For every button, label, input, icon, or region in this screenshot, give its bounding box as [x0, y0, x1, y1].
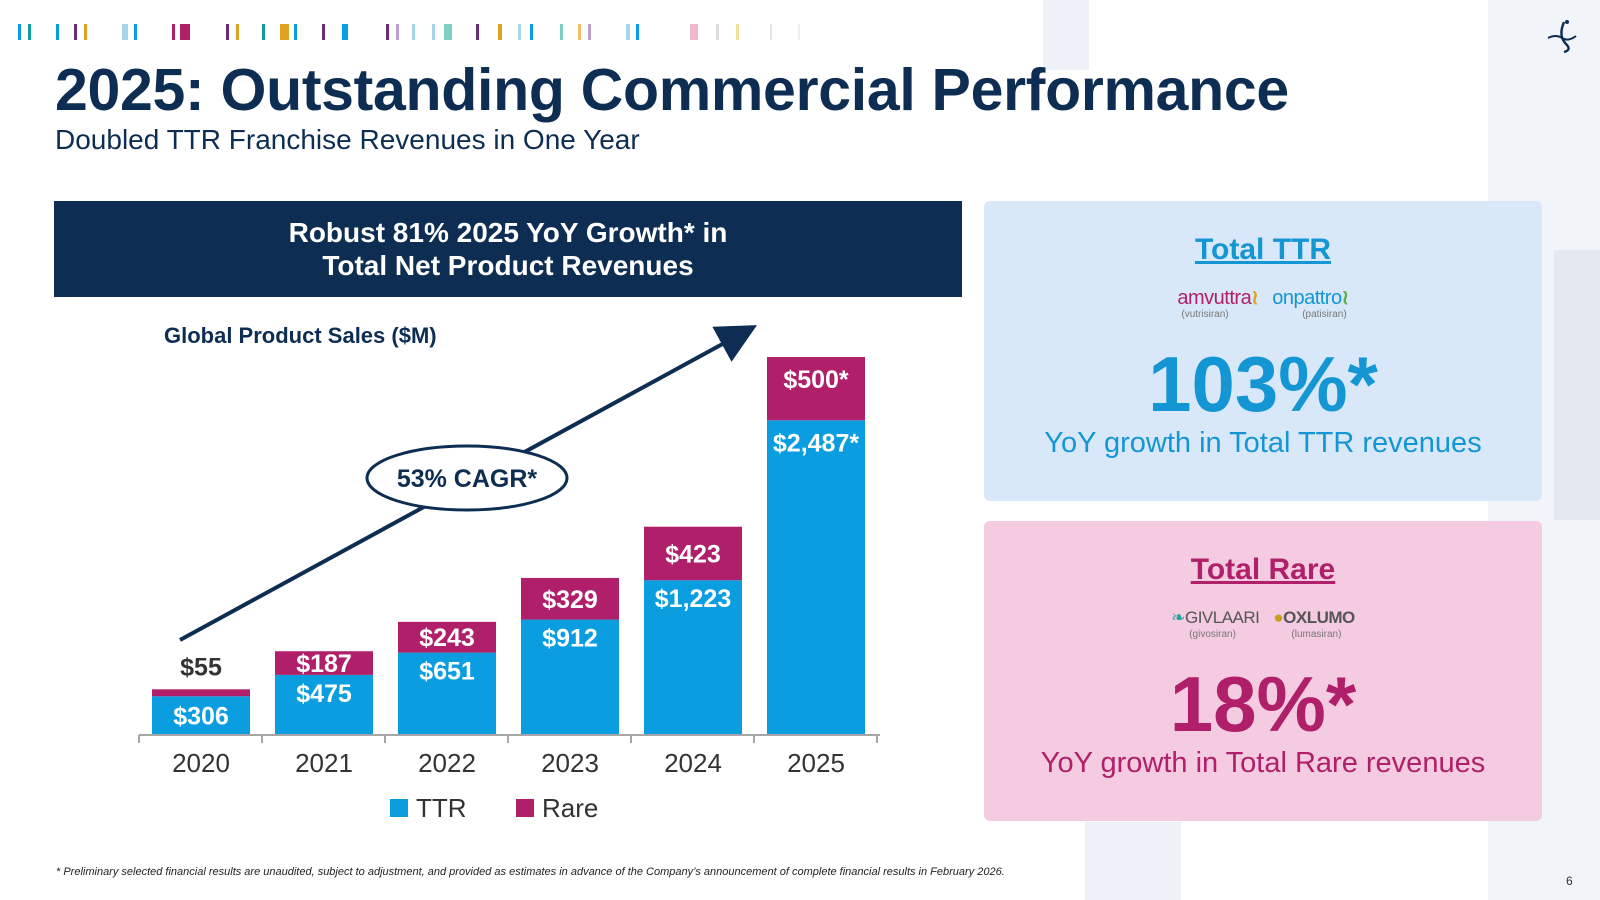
ttr-brand-logos: amvuttra≀ (vutrisiran) onpattro≀ (patisi… — [984, 287, 1542, 320]
ttr-growth-description: YoY growth in Total TTR revenues — [1044, 427, 1482, 459]
bar-label-rare-2022: $243 — [419, 624, 475, 652]
page-number: 6 — [1566, 874, 1573, 888]
orb-icon: ● — [1273, 608, 1284, 627]
legend-label-rare: Rare — [542, 793, 598, 823]
chart-banner-line-1: Robust 81% 2025 YoY Growth* in — [288, 217, 728, 248]
company-logo — [1547, 20, 1577, 54]
dna-icon: ≀ — [1251, 287, 1259, 309]
brand-generic-givosiran: (givosiran) — [1189, 629, 1236, 640]
x-tick-label-2022: 2022 — [418, 748, 476, 778]
chart-banner: Robust 81% 2025 YoY Growth* in Total Net… — [54, 201, 962, 297]
rare-panel-title: Total Rare — [1190, 553, 1336, 586]
bar-label-rare-2021: $187 — [296, 650, 352, 678]
ttr-growth-value: 103%* — [1148, 340, 1378, 428]
bar-label-ttr-2024: $1,223 — [655, 585, 731, 613]
page-title: 2025: Outstanding Commercial Performance — [55, 57, 1289, 123]
bar-rare-2024 — [644, 526, 742, 581]
rare-growth-description: YoY growth in Total Rare revenues — [1040, 747, 1486, 779]
stacked-bar-chart: Global Product Sales ($M) 53% CAGR* $306… — [138, 323, 880, 823]
bar-ttr-2022 — [398, 652, 496, 735]
bar-label-rare-2025: $500* — [783, 366, 849, 394]
page-subtitle: Doubled TTR Franchise Revenues in One Ye… — [55, 124, 640, 155]
footnote: * Preliminary selected financial results… — [56, 866, 1005, 878]
bar-ttr-2023 — [521, 619, 619, 735]
bar-ttr-2021 — [275, 674, 373, 735]
legend-label-ttr: TTR — [416, 793, 467, 823]
brand-logo-givlaari: ❧GIVLAARI (givosiran) — [1171, 607, 1260, 640]
bar-rare-2023 — [521, 577, 619, 620]
x-tick-label-2025: 2025 — [787, 748, 845, 778]
bar-label-rare-2023: $329 — [542, 586, 598, 614]
bar-label-ttr-2025: $2,487* — [773, 429, 859, 457]
bar-label-ttr-2020: $306 — [173, 703, 229, 731]
leaf-icon: ❧ — [1171, 608, 1185, 627]
brand-name-onpattro: onpattro — [1272, 287, 1342, 309]
x-tick-label-2023: 2023 — [541, 748, 599, 778]
brand-generic-vutrisiran: (vutrisiran) — [1181, 309, 1229, 320]
decorative-top-bars — [18, 24, 800, 40]
bar-rare-2021 — [275, 651, 373, 675]
bar-ttr-2025 — [767, 420, 865, 735]
brand-logo-onpattro: onpattro≀ (patisiran) — [1272, 287, 1350, 320]
brand-logo-amvuttra: amvuttra≀ (vutrisiran) — [1177, 287, 1258, 320]
x-tick-label-2024: 2024 — [664, 748, 722, 778]
brand-name-oxlumo: OXLUMO — [1283, 608, 1355, 627]
cagr-ellipse — [365, 444, 569, 512]
background-stripe — [1554, 250, 1600, 520]
legend-swatch-ttr — [390, 799, 408, 817]
x-tick-label-2021: 2021 — [295, 748, 353, 778]
ttr-panel-title: Total TTR — [1194, 233, 1332, 266]
ttr-growth-panel: Total TTR amvuttra≀ (vutrisiran) onpattr… — [984, 201, 1542, 501]
brand-name-amvuttra: amvuttra — [1177, 287, 1252, 309]
brand-generic-patisiran: (patisiran) — [1302, 309, 1347, 320]
background-stripe — [1085, 822, 1181, 900]
background-stripe — [1043, 0, 1089, 70]
cagr-label: 53% CAGR* — [397, 465, 538, 493]
bar-rare-2025 — [767, 357, 865, 421]
bar-label-ttr-2023: $912 — [542, 625, 598, 653]
bar-ttr-2020 — [152, 696, 250, 735]
bar-rare-2022 — [398, 621, 496, 653]
rare-growth-panel: Total Rare ❧GIVLAARI (givosiran) ●OXLUMO… — [984, 521, 1542, 821]
rare-growth-value: 18%* — [1169, 660, 1357, 748]
x-tick-label-2020: 2020 — [172, 748, 230, 778]
bar-ttr-2024 — [644, 580, 742, 735]
brand-logo-oxlumo: ●OXLUMO (lumasiran) — [1273, 607, 1355, 640]
bar-label-rare-2020: $55 — [180, 653, 222, 681]
bar-label-ttr-2022: $651 — [419, 658, 475, 686]
bar-label-ttr-2021: $475 — [296, 680, 352, 708]
legend-swatch-rare — [516, 799, 534, 817]
bar-label-rare-2024: $423 — [665, 540, 721, 568]
dna-icon: ≀ — [1341, 287, 1350, 309]
rare-brand-logos: ❧GIVLAARI (givosiran) ●OXLUMO (lumasiran… — [984, 607, 1542, 640]
chart-title: Global Product Sales ($M) — [164, 323, 437, 348]
bar-rare-2020 — [152, 689, 250, 697]
chart-banner-line-2: Total Net Product Revenues — [322, 250, 694, 281]
brand-name-givlaari: GIVLAARI — [1184, 608, 1260, 627]
brand-generic-lumasiran: (lumasiran) — [1291, 629, 1342, 640]
